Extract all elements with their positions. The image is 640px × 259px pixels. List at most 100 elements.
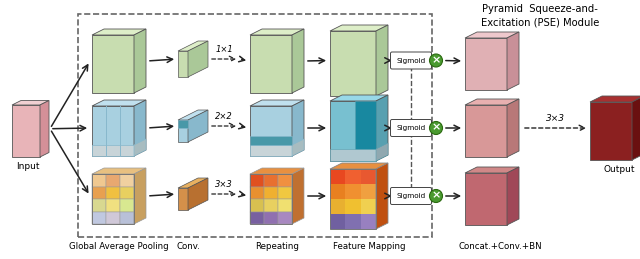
Polygon shape [330, 95, 388, 101]
Text: Sigmoid: Sigmoid [396, 125, 426, 131]
Polygon shape [507, 167, 519, 225]
Polygon shape [250, 29, 304, 35]
Circle shape [429, 190, 442, 203]
Text: 1×1: 1×1 [215, 45, 233, 54]
Text: ×: × [431, 191, 441, 200]
Polygon shape [264, 199, 278, 212]
Polygon shape [120, 186, 134, 199]
Polygon shape [361, 214, 376, 229]
FancyBboxPatch shape [390, 119, 431, 136]
Polygon shape [92, 199, 106, 212]
Polygon shape [278, 199, 292, 212]
Polygon shape [376, 95, 388, 161]
Polygon shape [188, 110, 208, 142]
Text: 3×3: 3×3 [215, 180, 233, 189]
Polygon shape [92, 145, 134, 156]
Polygon shape [92, 168, 146, 174]
Polygon shape [346, 169, 361, 184]
Polygon shape [92, 106, 134, 156]
Circle shape [429, 121, 442, 134]
Polygon shape [178, 51, 188, 77]
Polygon shape [330, 184, 346, 199]
Polygon shape [264, 186, 278, 199]
Polygon shape [250, 186, 264, 199]
Polygon shape [106, 212, 120, 224]
Polygon shape [92, 29, 146, 35]
Polygon shape [250, 35, 292, 93]
Polygon shape [106, 174, 120, 186]
Polygon shape [278, 212, 292, 224]
Polygon shape [178, 110, 208, 120]
Polygon shape [92, 174, 106, 186]
Polygon shape [188, 41, 208, 77]
Polygon shape [376, 143, 388, 161]
FancyBboxPatch shape [390, 188, 431, 205]
Polygon shape [465, 105, 507, 157]
Polygon shape [292, 100, 304, 156]
Polygon shape [330, 25, 388, 31]
Polygon shape [92, 212, 106, 224]
Polygon shape [361, 169, 376, 184]
Polygon shape [178, 41, 208, 51]
Polygon shape [590, 96, 640, 102]
Polygon shape [178, 120, 188, 142]
Polygon shape [346, 199, 361, 214]
Polygon shape [346, 184, 361, 199]
Polygon shape [40, 100, 49, 157]
Polygon shape [188, 178, 208, 210]
Polygon shape [134, 100, 146, 156]
Polygon shape [507, 32, 519, 90]
Text: Global Average Pooling: Global Average Pooling [69, 242, 169, 251]
Polygon shape [250, 106, 292, 156]
Text: Input: Input [16, 162, 40, 171]
Polygon shape [120, 212, 134, 224]
Text: Output: Output [604, 165, 635, 174]
Circle shape [429, 54, 442, 67]
Polygon shape [361, 184, 376, 199]
Polygon shape [264, 174, 278, 186]
Polygon shape [330, 163, 388, 169]
Text: Feature Mapping: Feature Mapping [333, 242, 405, 251]
Text: ×: × [431, 123, 441, 133]
Polygon shape [178, 188, 188, 210]
Polygon shape [376, 163, 388, 229]
Polygon shape [250, 168, 304, 174]
Polygon shape [465, 38, 507, 90]
Text: 3×3: 3×3 [545, 114, 564, 123]
Polygon shape [330, 31, 376, 96]
Polygon shape [178, 178, 208, 188]
Polygon shape [330, 199, 346, 214]
Polygon shape [178, 120, 188, 128]
Polygon shape [92, 100, 146, 106]
Polygon shape [12, 100, 49, 105]
Polygon shape [250, 145, 292, 156]
Polygon shape [278, 174, 292, 186]
Polygon shape [346, 214, 361, 229]
Polygon shape [376, 25, 388, 96]
Text: Conv.: Conv. [176, 242, 200, 251]
Polygon shape [250, 174, 264, 186]
Polygon shape [120, 174, 134, 186]
Polygon shape [134, 168, 146, 224]
Text: Concat.+Conv.+BN: Concat.+Conv.+BN [458, 242, 542, 251]
Polygon shape [120, 199, 134, 212]
Polygon shape [134, 29, 146, 93]
Text: Sigmoid: Sigmoid [396, 57, 426, 63]
Polygon shape [361, 199, 376, 214]
Text: 2×2: 2×2 [215, 112, 233, 121]
Polygon shape [507, 99, 519, 157]
Text: ×: × [431, 55, 441, 65]
Polygon shape [292, 168, 304, 224]
Polygon shape [92, 35, 134, 93]
Polygon shape [465, 173, 507, 225]
Polygon shape [355, 101, 376, 161]
Polygon shape [465, 32, 519, 38]
Polygon shape [590, 102, 632, 160]
Polygon shape [106, 186, 120, 199]
Polygon shape [465, 167, 519, 173]
Polygon shape [12, 105, 40, 157]
Text: Pyramid  Squeeze-and-
Excitation (PSE) Module: Pyramid Squeeze-and- Excitation (PSE) Mo… [481, 4, 599, 27]
Polygon shape [330, 214, 346, 229]
Polygon shape [106, 199, 120, 212]
Polygon shape [250, 136, 292, 145]
